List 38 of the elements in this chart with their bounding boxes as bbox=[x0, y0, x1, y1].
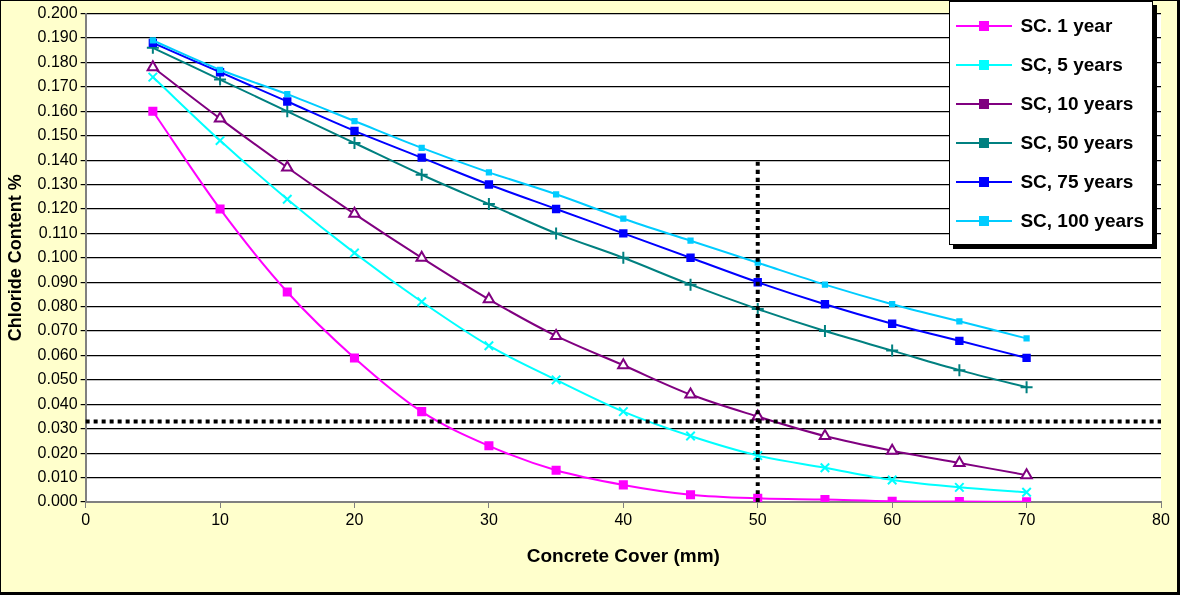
y-tick-label: 0.030 bbox=[37, 419, 78, 437]
y-tick-label: 0.190 bbox=[37, 28, 78, 46]
y-tick-label: 0.050 bbox=[37, 370, 78, 388]
x-tick-label: 40 bbox=[614, 511, 633, 529]
legend-label: SC, 10 years bbox=[1020, 92, 1134, 115]
x-tick-label: 80 bbox=[1152, 511, 1170, 529]
x-tick-label: 10 bbox=[211, 511, 230, 529]
legend-label: SC, 100 years bbox=[1020, 209, 1144, 232]
y-tick-label: 0.160 bbox=[37, 101, 78, 119]
y-tick-label: 0.150 bbox=[37, 126, 78, 144]
y-tick-label: 0.040 bbox=[37, 394, 78, 412]
x-tick-label: 0 bbox=[81, 511, 91, 529]
y-tick-label: 0.080 bbox=[37, 297, 78, 315]
y-axis-title: Chloride Content % bbox=[4, 174, 25, 342]
x-tick-label: 50 bbox=[748, 511, 767, 529]
y-tick-label: 0.110 bbox=[38, 223, 78, 241]
y-tick-label: 0.090 bbox=[37, 272, 78, 290]
x-tick-label: 20 bbox=[345, 511, 364, 529]
y-tick-label: 0.180 bbox=[37, 52, 78, 70]
y-tick-label: 0.020 bbox=[37, 443, 78, 461]
y-tick-label: 0.140 bbox=[37, 150, 78, 168]
y-tick-label: 0.000 bbox=[37, 492, 78, 510]
x-axis-title: Concrete Cover (mm) bbox=[526, 544, 720, 566]
legend-label: SC, 50 years bbox=[1020, 131, 1134, 154]
x-tick-label: 30 bbox=[480, 511, 498, 529]
y-tick-label: 0.070 bbox=[37, 321, 78, 339]
y-tick-label: 0.100 bbox=[37, 248, 78, 266]
y-tick-label: 0.120 bbox=[37, 199, 78, 217]
legend-label: SC, 5 years bbox=[1020, 53, 1123, 76]
x-tick-label: 70 bbox=[1017, 511, 1036, 529]
y-tick-label: 0.200 bbox=[37, 4, 78, 22]
x-tick-label: 60 bbox=[883, 511, 902, 529]
y-tick-label: 0.130 bbox=[37, 174, 78, 192]
y-tick-label: 0.060 bbox=[37, 345, 78, 363]
y-tick-label: 0.010 bbox=[37, 467, 78, 485]
legend-label: SC. 1 year bbox=[1020, 14, 1113, 37]
legend-label: SC, 75 years bbox=[1020, 170, 1134, 193]
y-tick-label: 0.170 bbox=[37, 77, 78, 95]
